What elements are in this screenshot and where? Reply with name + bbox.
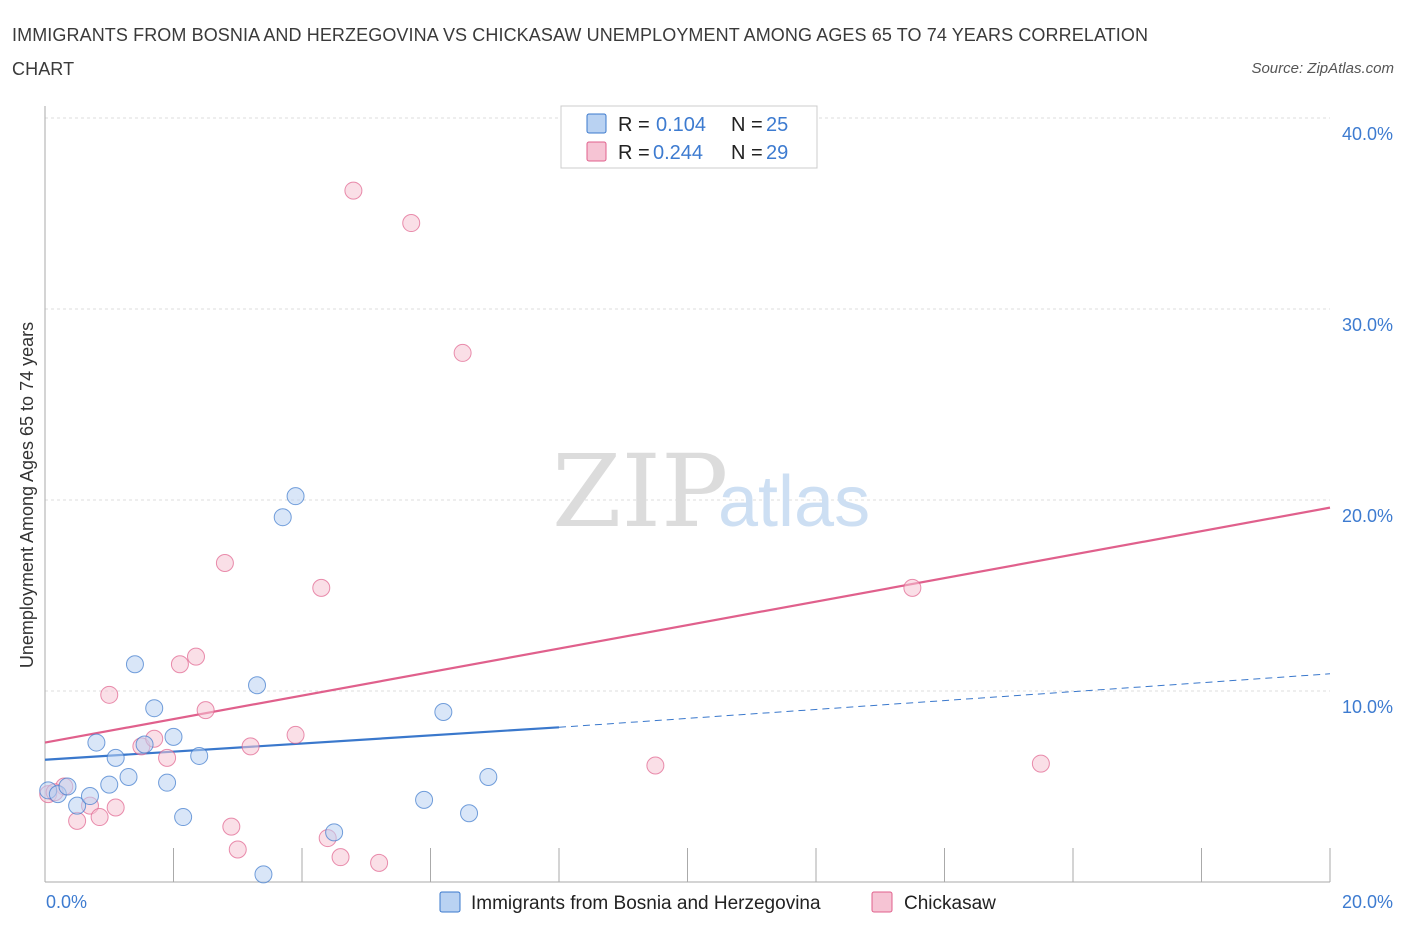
point-pink-16 (241, 737, 260, 756)
point-pink-4 (90, 808, 109, 827)
point-blue-3 (68, 796, 87, 815)
point-pink-11 (186, 647, 205, 666)
legend-n-value-blue: 25 (766, 114, 788, 136)
series-legend-swatch-blue (439, 891, 461, 913)
point-pink-9 (158, 748, 177, 767)
legend-r-value-pink: 0.244 (653, 142, 703, 164)
x-tick-labels: 0.0% 20.0% (46, 892, 1393, 912)
point-pink-14 (222, 817, 241, 836)
watermark-zip: ZIP (552, 433, 728, 550)
point-blue-7 (106, 748, 125, 767)
point-pink-23 (402, 214, 421, 233)
point-pink-26 (903, 578, 922, 597)
point-pink-15 (228, 840, 247, 859)
y-tick-label-0: 10.0% (1342, 697, 1393, 717)
y-axis-label: Unemployment Among Ages 65 to 74 years (17, 322, 37, 668)
point-blue-19 (286, 487, 305, 506)
y-tick-label-3: 40.0% (1342, 124, 1393, 144)
point-blue-5 (87, 733, 106, 752)
point-blue-13 (164, 727, 183, 746)
point-blue-10 (135, 735, 154, 754)
point-pink-13 (215, 554, 234, 573)
stats-legend: R = 0.104 N = 25 R = 0.244 N = 29 (560, 105, 818, 169)
point-pink-25 (646, 756, 665, 775)
point-blue-4 (80, 787, 99, 806)
trend-line-blue-extension (558, 673, 1331, 728)
point-blue-9 (125, 655, 144, 674)
point-blue-24 (479, 767, 498, 786)
y-tick-labels: 10.0% 20.0% 30.0% 40.0% (1342, 124, 1393, 717)
point-blue-15 (190, 746, 209, 765)
point-blue-22 (434, 703, 453, 722)
point-blue-18 (273, 508, 292, 527)
point-blue-17 (254, 865, 273, 884)
y-tick-label-1: 20.0% (1342, 506, 1393, 526)
point-blue-6 (100, 775, 119, 794)
point-blue-16 (248, 676, 267, 695)
watermark-atlas: atlas (718, 462, 870, 542)
point-pink-24 (453, 343, 472, 362)
point-pink-2 (68, 811, 87, 830)
legend-n-value-pink: 29 (766, 142, 788, 164)
point-blue-2 (58, 777, 77, 796)
trend-lines (44, 506, 1331, 761)
trend-line-pink (44, 506, 1331, 744)
series-legend-swatch-pink (871, 891, 893, 913)
series-legend: Immigrants from Bosnia and Herzegovina C… (439, 891, 996, 914)
point-blue-8 (119, 767, 138, 786)
point-blue-21 (415, 790, 434, 809)
chart-title: IMMIGRANTS FROM BOSNIA AND HERZEGOVINA V… (12, 25, 1149, 79)
legend-n-label-pink: N = (731, 142, 763, 164)
point-blue-14 (174, 808, 193, 827)
point-pink-18 (312, 578, 331, 597)
point-blue-23 (460, 804, 479, 823)
legend-swatch-blue (586, 113, 607, 134)
series-legend-label-blue: Immigrants from Bosnia and Herzegovina (471, 893, 821, 914)
point-pink-6 (106, 798, 125, 817)
watermark: ZIP atlas (552, 433, 870, 550)
point-pink-22 (370, 853, 389, 872)
data-points (39, 181, 1050, 884)
point-pink-5 (100, 685, 119, 704)
point-pink-21 (344, 181, 363, 200)
point-pink-10 (170, 655, 189, 674)
point-pink-12 (196, 701, 215, 720)
trend-line-blue (44, 726, 560, 761)
x-tick-label-1: 20.0% (1342, 892, 1393, 912)
legend-r-value-blue: 0.104 (656, 114, 706, 136)
point-blue-20 (325, 823, 344, 842)
series-legend-label-pink: Chickasaw (904, 893, 996, 914)
legend-r-label-pink: R = (618, 142, 650, 164)
x-tick-label-0: 0.0% (46, 892, 87, 912)
legend-swatch-pink (586, 141, 607, 162)
point-pink-27 (1031, 754, 1050, 773)
point-pink-20 (331, 848, 350, 867)
point-blue-12 (158, 773, 177, 792)
y-tick-label-2: 30.0% (1342, 315, 1393, 335)
source-label: Source: ZipAtlas.com (1251, 60, 1394, 77)
point-pink-17 (286, 725, 305, 744)
legend-n-label-blue: N = (731, 114, 763, 136)
legend-r-label-blue: R = (618, 114, 650, 136)
gridlines (45, 117, 1330, 692)
point-blue-11 (145, 699, 164, 718)
